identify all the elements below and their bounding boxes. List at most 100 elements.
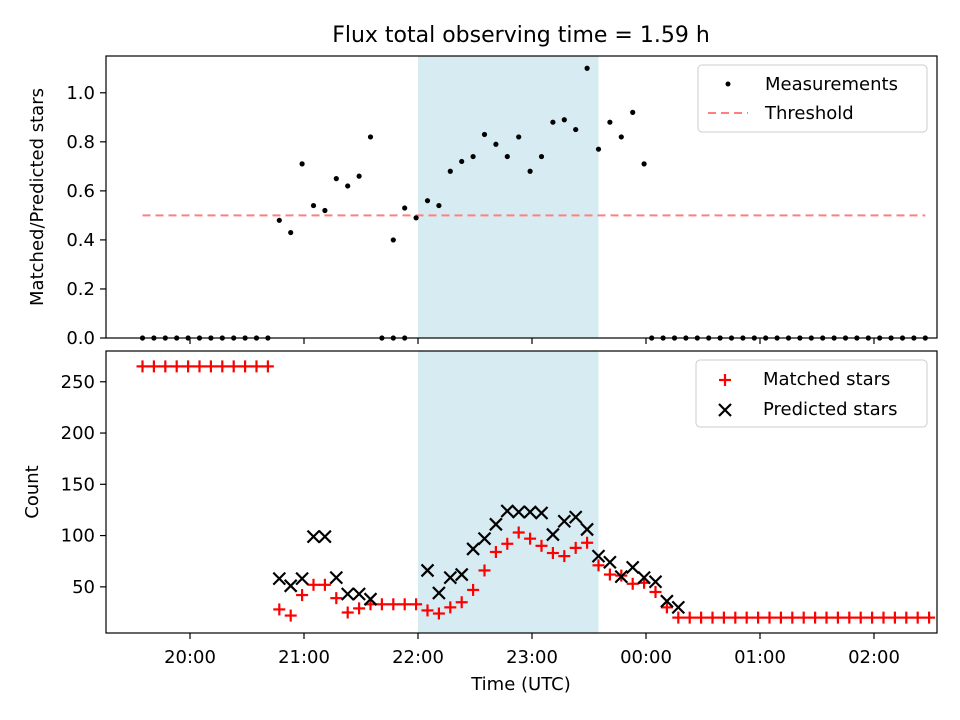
predicted-star-point <box>637 570 651 585</box>
legend-marker-predicted <box>718 403 732 417</box>
predicted-star-point <box>329 570 344 585</box>
measurement-point <box>481 131 488 138</box>
measurement-point <box>345 183 351 189</box>
measurement-point <box>390 237 396 243</box>
predicted-star-point <box>660 594 674 608</box>
measurement-point <box>641 161 647 167</box>
matched-star-point <box>512 526 525 539</box>
ratio-y-axis-label: Matched/Predicted stars <box>27 88 48 306</box>
count-x-tick-label: 23:00 <box>506 647 558 668</box>
predicted-star-point <box>454 567 469 582</box>
matched-star-point <box>239 360 252 373</box>
matched-star-point <box>672 611 685 624</box>
measurement-point <box>607 119 613 125</box>
count-y-tick-label: 250 <box>61 372 95 393</box>
predicted-stars-points <box>272 504 686 615</box>
ratio-y-ticks: 0.0 0.2 0.4 0.6 0.8 1.0 <box>66 83 106 349</box>
matched-star-point <box>774 611 787 624</box>
measurement-point <box>470 153 476 160</box>
matched-star-point <box>831 611 844 624</box>
ratio-panel-frame <box>105 55 938 339</box>
chart-title: Flux total observing time = 1.59 h <box>332 23 710 48</box>
measurement-point <box>630 109 636 115</box>
predicted-star-point <box>432 586 446 600</box>
measurement-point <box>356 173 362 179</box>
observing-window-shade-top <box>418 56 599 338</box>
matched-star-point <box>227 360 240 373</box>
predicted-star-point <box>363 592 378 606</box>
predicted-star-point <box>511 505 526 519</box>
measurement-point <box>527 168 533 174</box>
matched-star-point <box>866 611 879 624</box>
legend-marker-matched <box>719 374 731 386</box>
matched-star-point <box>296 589 309 602</box>
predicted-star-point <box>500 504 515 518</box>
matched-star-point <box>147 360 160 373</box>
count-y-ticks: 50 100 150 200 250 <box>61 372 106 598</box>
matched-star-point <box>159 360 172 373</box>
predicted-star-point <box>671 600 686 615</box>
matched-star-point <box>569 541 582 554</box>
matched-star-point <box>683 611 696 624</box>
count-x-tick-label: 21:00 <box>278 647 330 668</box>
predicted-star-point <box>580 522 594 537</box>
measurement-point <box>618 134 624 140</box>
measurement-point <box>402 205 408 211</box>
matched-star-point <box>501 537 514 550</box>
matched-star-point <box>421 604 434 617</box>
matched-star-point <box>809 611 822 624</box>
predicted-star-point <box>352 587 366 601</box>
measurement-point <box>573 126 579 133</box>
observing-window-shade-bottom <box>418 351 599 633</box>
predicted-star-point <box>591 549 606 563</box>
matched-star-point <box>250 360 263 373</box>
matched-star-point <box>489 545 502 558</box>
count-y-tick-label: 200 <box>61 423 95 444</box>
matched-star-point <box>284 609 297 622</box>
ratio-y-tick-label: 0.6 <box>66 181 95 202</box>
matched-star-point <box>911 611 924 624</box>
matched-star-point <box>854 611 867 624</box>
measurement-point <box>447 168 453 174</box>
matched-star-point <box>581 536 594 549</box>
measurement-point <box>561 117 567 123</box>
measurement-point <box>584 65 590 71</box>
predicted-star-point <box>557 514 572 529</box>
predicted-star-point <box>306 529 321 544</box>
matched-star-point <box>877 611 890 624</box>
count-x-tick-label: 00:00 <box>620 647 672 668</box>
count-x-tick-label: 20:00 <box>164 647 216 668</box>
ratio-y-tick-label: 0.2 <box>66 279 95 300</box>
count-panel: 50 100 150 200 250 20:00 21:00 22:00 23:00 00:00… <box>22 350 938 695</box>
matched-star-point <box>216 360 229 373</box>
matched-star-point <box>535 539 548 552</box>
measurement-point <box>367 134 374 140</box>
matched-star-point <box>763 611 776 624</box>
matched-star-point <box>717 611 730 624</box>
matched-star-point <box>729 611 742 624</box>
matched-star-point <box>660 601 673 614</box>
matched-star-point <box>273 603 286 616</box>
measurement-point <box>310 202 317 209</box>
ratio-x-ticks <box>189 338 875 344</box>
matched-star-point <box>330 592 343 605</box>
ratio-panel: 0.0 0.2 0.4 0.6 0.8 1.0 Matched/Predicted sta… <box>27 55 938 349</box>
matched-star-point <box>888 611 901 624</box>
matched-star-point <box>318 578 331 591</box>
ratio-y-tick-label: 1.0 <box>66 83 95 104</box>
measurement-point <box>424 198 431 204</box>
matched-star-point <box>136 360 149 373</box>
predicted-star-point <box>648 574 663 589</box>
matched-stars-points <box>136 360 936 624</box>
matched-star-point <box>204 360 217 373</box>
count-legend-box <box>695 359 928 428</box>
measurement-point <box>276 217 282 223</box>
count-y-tick-label: 50 <box>72 577 95 598</box>
matched-star-point <box>695 611 708 624</box>
ratio-y-tick-label: 0.4 <box>66 230 95 251</box>
ratio-legend-box <box>697 64 928 133</box>
matched-star-point <box>740 611 753 624</box>
legend-marker-measurements <box>725 81 731 87</box>
predicted-star-point <box>614 569 629 584</box>
